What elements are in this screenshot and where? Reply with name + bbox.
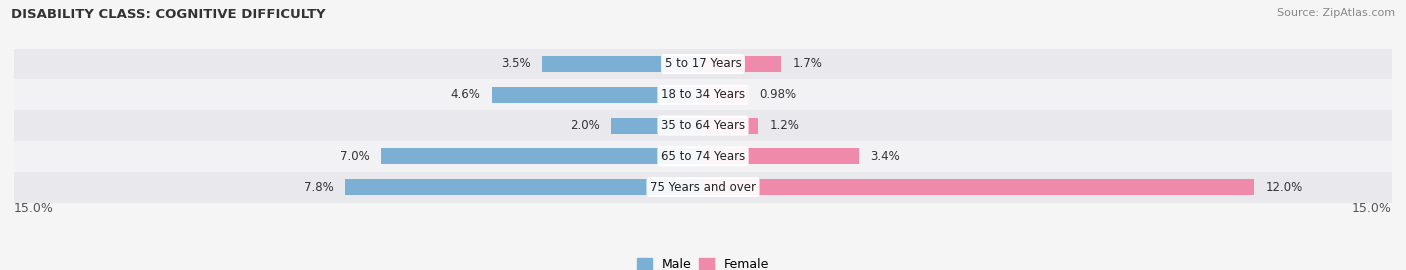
Text: 12.0%: 12.0% — [1265, 181, 1303, 194]
Bar — [14, 141, 1392, 172]
Text: 2.0%: 2.0% — [569, 119, 599, 132]
Text: 15.0%: 15.0% — [1353, 202, 1392, 215]
Bar — [344, 179, 703, 195]
Bar — [703, 117, 758, 134]
Bar — [14, 79, 1392, 110]
Bar — [703, 148, 859, 164]
Text: 65 to 74 Years: 65 to 74 Years — [661, 150, 745, 163]
Bar — [14, 49, 1392, 79]
Text: DISABILITY CLASS: COGNITIVE DIFFICULTY: DISABILITY CLASS: COGNITIVE DIFFICULTY — [11, 8, 326, 21]
Text: 75 Years and over: 75 Years and over — [650, 181, 756, 194]
Text: 3.4%: 3.4% — [870, 150, 900, 163]
Bar — [381, 148, 703, 164]
Bar — [14, 172, 1392, 202]
Text: 5 to 17 Years: 5 to 17 Years — [665, 58, 741, 70]
Text: 1.7%: 1.7% — [793, 58, 823, 70]
Legend: Male, Female: Male, Female — [631, 253, 775, 270]
Text: 3.5%: 3.5% — [501, 58, 531, 70]
Text: 7.8%: 7.8% — [304, 181, 333, 194]
Bar — [543, 56, 703, 72]
Text: 18 to 34 Years: 18 to 34 Years — [661, 88, 745, 101]
Text: Source: ZipAtlas.com: Source: ZipAtlas.com — [1277, 8, 1395, 18]
Bar — [703, 179, 1254, 195]
Bar — [612, 117, 703, 134]
Bar — [703, 56, 782, 72]
Bar — [14, 110, 1392, 141]
Bar — [703, 87, 748, 103]
Text: 35 to 64 Years: 35 to 64 Years — [661, 119, 745, 132]
Text: 7.0%: 7.0% — [340, 150, 370, 163]
Bar — [492, 87, 703, 103]
Text: 1.2%: 1.2% — [769, 119, 800, 132]
Text: 4.6%: 4.6% — [450, 88, 481, 101]
Text: 0.98%: 0.98% — [759, 88, 797, 101]
Text: 15.0%: 15.0% — [14, 202, 53, 215]
